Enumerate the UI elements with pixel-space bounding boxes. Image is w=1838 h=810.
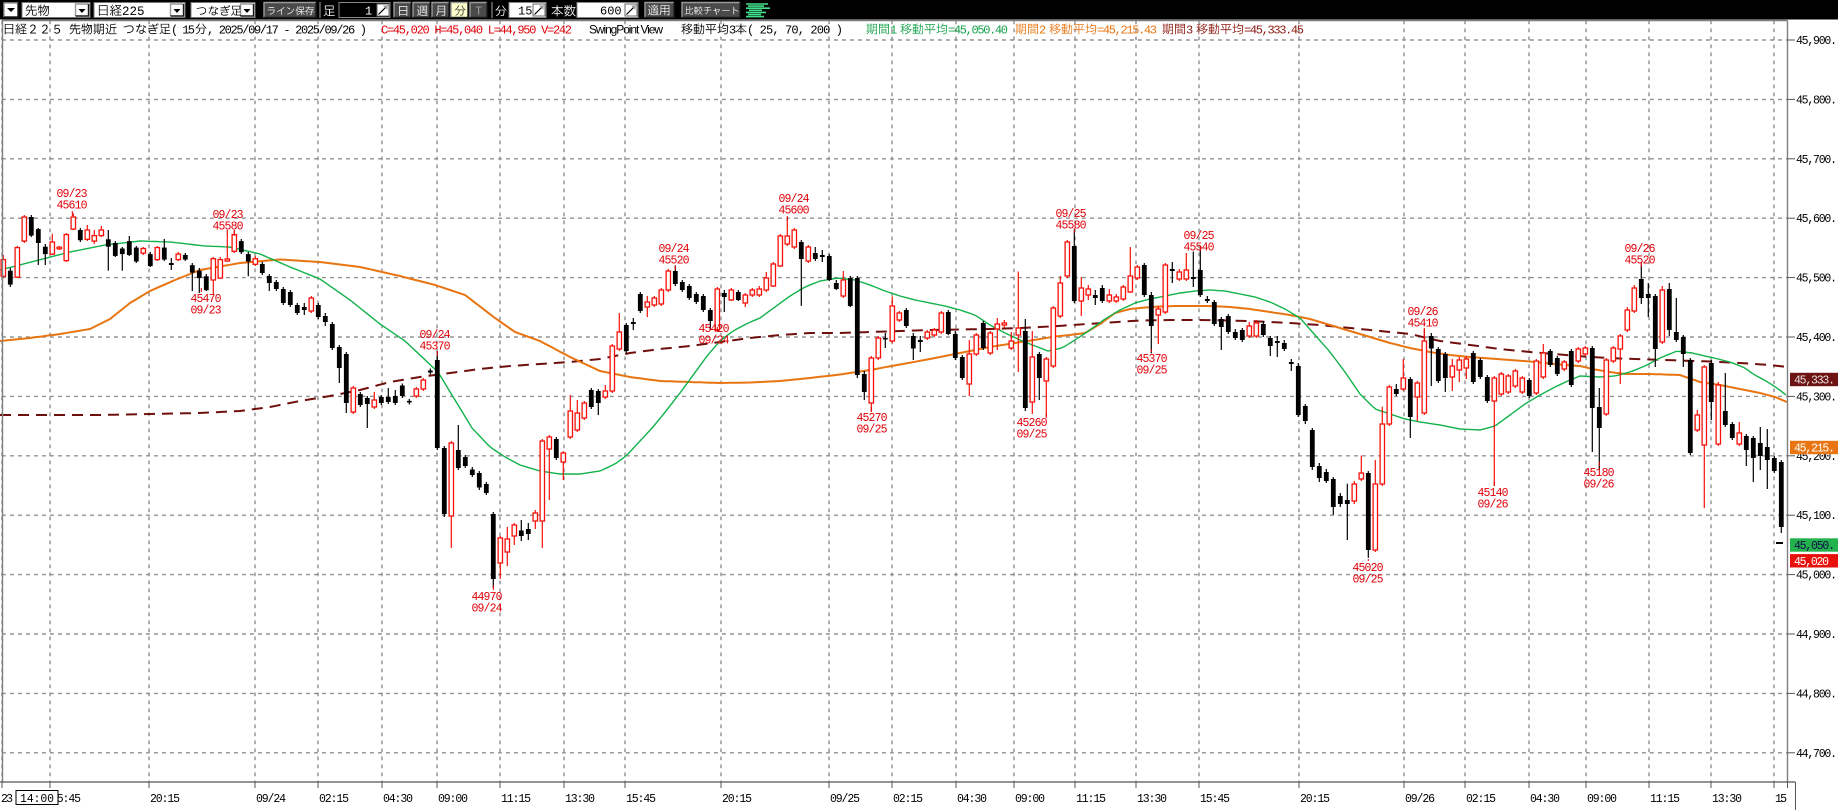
svg-text:45410: 45410 [1408,318,1439,331]
svg-text:T: T [475,5,482,19]
svg-text:3: 3 [729,24,736,38]
svg-text:, 2025/09/17 - 2025/09/26 ): , 2025/09/17 - 2025/09/26 ) [207,24,367,38]
svg-text:09/26: 09/26 [1408,306,1439,319]
svg-text:45420: 45420 [699,323,730,336]
svg-text:04:30: 04:30 [1530,793,1560,806]
svg-text:45,400.: 45,400. [1796,332,1837,345]
svg-text:09/26: 09/26 [1625,243,1656,256]
svg-text:45,050.: 45,050. [1794,540,1835,553]
svg-text:23: 23 [1,793,13,806]
svg-text:45470: 45470 [191,293,222,306]
svg-text:45,020: 45,020 [1794,556,1829,569]
svg-text:45370: 45370 [420,341,451,354]
svg-text:45020: 45020 [1353,562,1384,575]
svg-text:09/25: 09/25 [830,793,860,806]
svg-text:45,600.: 45,600. [1796,213,1837,226]
svg-text:15:45: 15:45 [1200,793,1230,806]
svg-text:44,900.: 44,900. [1796,629,1837,642]
svg-text:20:15: 20:15 [150,793,180,806]
svg-text:C=45,020 H=45,040 L=44,950 V=2: C=45,020 H=45,040 L=44,950 V=242 [381,24,572,38]
svg-text:45540: 45540 [1184,242,1215,255]
svg-text:( 15: ( 15 [171,24,195,38]
svg-text:2: 2 [1039,24,1046,38]
svg-text:44,800.: 44,800. [1796,688,1837,701]
svg-text:15: 15 [518,5,532,19]
svg-text:1: 1 [890,24,897,38]
svg-text:45600: 45600 [779,205,810,218]
svg-text:11:15: 11:15 [1076,793,1106,806]
svg-text:44970: 44970 [472,591,503,604]
svg-text:45,300.: 45,300. [1796,391,1837,404]
svg-text:09:00: 09:00 [1587,793,1617,806]
svg-text:09/24: 09/24 [256,793,286,806]
svg-text:15:45: 15:45 [626,793,656,806]
svg-text:04:30: 04:30 [383,793,413,806]
svg-text:45140: 45140 [1478,487,1509,500]
svg-text:09/24: 09/24 [420,329,451,342]
svg-text:14:00: 14:00 [20,793,54,806]
svg-text:45520: 45520 [659,255,690,268]
svg-text:600: 600 [600,5,622,19]
svg-text:=45,050.40: =45,050.40 [948,24,1008,38]
svg-text:09/25: 09/25 [1017,429,1048,442]
svg-text:=45,333.45: =45,333.45 [1244,24,1304,38]
svg-text:11:15: 11:15 [1650,793,1680,806]
svg-text:11:15: 11:15 [501,793,531,806]
svg-text:09/23: 09/23 [57,188,88,201]
svg-text:09:00: 09:00 [438,793,468,806]
svg-text:45180: 45180 [1584,467,1615,480]
svg-text:02:15: 02:15 [1466,793,1496,806]
svg-text:09/25: 09/25 [1353,574,1384,587]
svg-text:45,900.: 45,900. [1796,35,1837,48]
svg-text:45580: 45580 [1056,220,1087,233]
svg-text:04:30: 04:30 [957,793,987,806]
svg-text:09/24: 09/24 [779,193,810,206]
svg-text:( 25, 70, 200 ): ( 25, 70, 200 ) [747,24,843,38]
svg-text:15: 15 [1775,793,1787,806]
svg-text:09:00: 09:00 [1015,793,1045,806]
svg-text:02:15: 02:15 [893,793,923,806]
svg-text:45270: 45270 [857,412,888,425]
svg-text:45,100.: 45,100. [1796,510,1837,523]
svg-text:225: 225 [122,5,145,19]
svg-text:=45,215.43: =45,215.43 [1097,24,1157,38]
svg-text:13:30: 13:30 [565,793,595,806]
svg-text:45,333.: 45,333. [1794,375,1835,388]
svg-text:09/26: 09/26 [1405,793,1435,806]
svg-text:09/25: 09/25 [857,424,888,437]
svg-text:45,215.: 45,215. [1794,443,1835,456]
svg-text:09/24: 09/24 [699,335,730,348]
svg-text:09/23: 09/23 [213,209,244,222]
svg-text:45,800.: 45,800. [1796,94,1837,107]
svg-text:45580: 45580 [213,221,244,234]
svg-text:45610: 45610 [57,200,88,213]
svg-text:09/26: 09/26 [1584,479,1615,492]
svg-text:SwingPoint View: SwingPoint View [589,23,663,37]
svg-text:45260: 45260 [1017,417,1048,430]
svg-text:09/25: 09/25 [1137,365,1168,378]
svg-text:45370: 45370 [1137,353,1168,366]
svg-text:20:15: 20:15 [722,793,752,806]
svg-text:45,700.: 45,700. [1796,154,1837,167]
svg-text:02:15: 02:15 [319,793,349,806]
svg-text:20:15: 20:15 [1300,793,1330,806]
svg-text:44,700.: 44,700. [1796,748,1837,761]
svg-text:13:30: 13:30 [1137,793,1167,806]
svg-text:09/25: 09/25 [1056,208,1087,221]
svg-text:45520: 45520 [1625,255,1656,268]
svg-text:09/23: 09/23 [191,305,222,318]
svg-text:13:30: 13:30 [1712,793,1742,806]
svg-text:09/26: 09/26 [1478,499,1509,512]
svg-text:15:45: 15:45 [51,793,81,806]
svg-text:45,500.: 45,500. [1796,273,1837,286]
svg-text:1: 1 [365,5,372,19]
svg-text:45,000.: 45,000. [1796,570,1837,583]
svg-text:09/24: 09/24 [659,243,690,256]
svg-text:3: 3 [1186,24,1193,38]
svg-text:09/24: 09/24 [472,603,503,616]
svg-text:09/25: 09/25 [1184,230,1215,243]
